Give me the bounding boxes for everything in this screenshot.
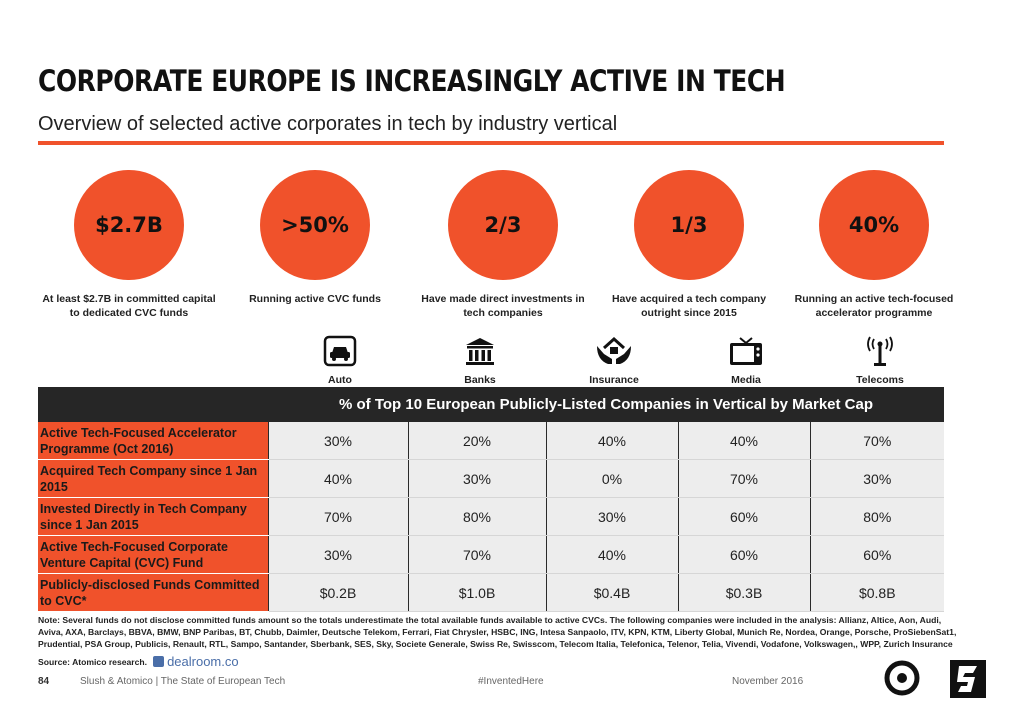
stat-caption: Running an active tech-focused accelerat… <box>794 293 954 319</box>
stat-value: 2/3 <box>448 170 558 280</box>
table-cell: 40% <box>677 422 810 460</box>
source-line: Source: Atomico research. dealroom.co <box>38 654 239 669</box>
footer-date: November 2016 <box>732 676 804 687</box>
table-cell: $0.8B <box>809 573 945 612</box>
table-cell: 30% <box>267 422 408 460</box>
table-cell: 30% <box>545 497 678 536</box>
stat-value: 40% <box>819 170 929 280</box>
table-cell: $0.3B <box>677 573 810 612</box>
source-text: Source: Atomico research. <box>38 656 148 667</box>
slush-logo <box>950 660 986 698</box>
table-cell: 40% <box>545 535 678 574</box>
vertical-telecoms: Telecoms <box>814 334 946 386</box>
stat-card-accelerators: 40% Running an active tech-focused accel… <box>779 170 969 320</box>
table-header-row: % of Top 10 European Publicly-Listed Com… <box>38 387 945 422</box>
vertical-label: Insurance <box>589 374 639 386</box>
table-cell: 30% <box>407 459 546 498</box>
row-label: Publicly-disclosed Funds Committed to CV… <box>38 573 268 612</box>
table-cell: $0.4B <box>545 573 678 612</box>
row-label: Acquired Tech Company since 1 Jan 2015 <box>38 459 268 498</box>
table-row: Active Tech-Focused Corporate Venture Ca… <box>38 535 945 574</box>
footer-hashtag: #InventedHere <box>478 676 544 687</box>
bank-icon <box>414 334 546 368</box>
table-cell: 70% <box>407 535 546 574</box>
table-cell: 40% <box>267 459 408 498</box>
stat-value: 1/3 <box>634 170 744 280</box>
stat-value: >50% <box>260 170 370 280</box>
dealroom-logo: dealroom.co <box>153 654 239 669</box>
vertical-label: Telecoms <box>856 374 904 386</box>
stat-value: $2.7B <box>74 170 184 280</box>
tv-icon <box>680 334 812 368</box>
page-title: CORPORATE EUROPE IS INCREASINGLY ACTIVE … <box>38 64 786 98</box>
antenna-icon <box>814 334 946 368</box>
house-hands-icon <box>548 334 680 368</box>
dealroom-text: dealroom.co <box>167 654 239 669</box>
table-corner <box>38 387 268 422</box>
table-cell: $0.2B <box>267 573 408 612</box>
atomico-logo <box>884 660 920 696</box>
footnote: Note: Several funds do not disclose comm… <box>38 615 957 650</box>
page-subtitle: Overview of selected active corporates i… <box>38 113 618 135</box>
car-icon <box>274 334 406 368</box>
stat-caption: At least $2.7B in committed capital to d… <box>42 293 216 319</box>
page-number: 84 <box>38 676 50 687</box>
table-cell: 70% <box>677 459 810 498</box>
table-row: Invested Directly in Tech Company since … <box>38 497 945 536</box>
stat-card-direct-investments: 2/3 Have made direct investments in tech… <box>408 170 598 320</box>
table-cell: 40% <box>545 422 678 460</box>
table-cell: 80% <box>407 497 546 536</box>
table-cell: 20% <box>407 422 546 460</box>
table-cell: 60% <box>809 535 945 574</box>
row-label: Invested Directly in Tech Company since … <box>38 497 268 536</box>
table-cell: 60% <box>677 497 810 536</box>
table-cell: 0% <box>545 459 678 498</box>
vertical-label: Banks <box>464 374 496 386</box>
vertical-label: Auto <box>328 374 352 386</box>
vertical-insurance: Insurance <box>548 334 680 386</box>
row-label: Active Tech-Focused Accelerator Programm… <box>38 422 268 460</box>
table-cell: 30% <box>267 535 408 574</box>
vertical-auto: Auto <box>274 334 406 386</box>
table-cell: $1.0B <box>407 573 546 612</box>
table-row: Acquired Tech Company since 1 Jan 2015 4… <box>38 459 945 498</box>
table-cell: 80% <box>809 497 945 536</box>
vertical-banks: Banks <box>414 334 546 386</box>
table-cell: 70% <box>809 422 945 460</box>
vertical-activity-table: % of Top 10 European Publicly-Listed Com… <box>38 387 945 612</box>
table-cell: 30% <box>809 459 945 498</box>
table-cell: 60% <box>677 535 810 574</box>
table-header: % of Top 10 European Publicly-Listed Com… <box>268 387 945 422</box>
stat-caption: Have acquired a tech company outright si… <box>611 293 767 319</box>
stat-caption: Have made direct investments in tech com… <box>421 293 585 319</box>
vertical-media: Media <box>680 334 812 386</box>
table-row: Active Tech-Focused Accelerator Programm… <box>38 422 945 460</box>
dealroom-icon <box>153 656 165 667</box>
table-cell: 70% <box>267 497 408 536</box>
stat-card-cvc-capital: $2.7B At least $2.7B in committed capita… <box>34 170 224 320</box>
vertical-label: Media <box>731 374 761 386</box>
table-row: Publicly-disclosed Funds Committed to CV… <box>38 573 945 612</box>
footer-publication: Slush & Atomico | The State of European … <box>80 676 286 687</box>
stat-card-cvc-funds: >50% Running active CVC funds <box>220 170 410 306</box>
stat-caption: Running active CVC funds <box>249 293 381 305</box>
row-label: Active Tech-Focused Corporate Venture Ca… <box>38 535 268 574</box>
stat-card-acquisitions: 1/3 Have acquired a tech company outrigh… <box>594 170 784 320</box>
title-divider <box>38 141 944 145</box>
